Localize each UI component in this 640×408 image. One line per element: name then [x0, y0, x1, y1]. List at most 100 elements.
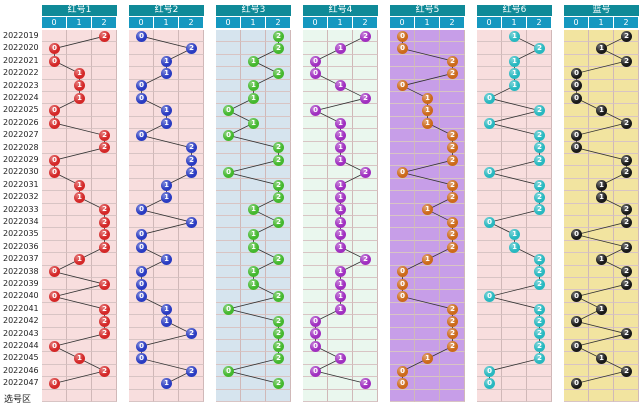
grid-cell	[353, 79, 378, 92]
grid-cell	[67, 116, 92, 130]
digit-header: 2	[440, 17, 465, 28]
grid-cell	[589, 30, 614, 43]
grid-cell	[328, 104, 353, 117]
grid-cell	[353, 104, 378, 117]
grid-cell	[353, 278, 378, 291]
grid-cell	[303, 228, 328, 241]
issue-label: 2022029	[3, 155, 39, 164]
number-ball: 1	[596, 105, 607, 117]
grid-cell	[589, 154, 614, 167]
number-ball: 0	[397, 266, 408, 278]
grid-cell	[353, 154, 378, 167]
issue-label: 2022041	[3, 303, 39, 313]
issue-label: 2022027	[3, 130, 39, 140]
grid-cell	[154, 92, 179, 105]
grid-cell	[67, 240, 92, 254]
issue-label: 2022035	[3, 229, 39, 239]
grid-cell	[477, 315, 502, 328]
grid-cell	[564, 178, 589, 192]
grid-cell	[415, 340, 440, 353]
number-ball: 0	[223, 365, 234, 377]
grid-cell	[353, 228, 378, 241]
grid-cell	[502, 364, 527, 378]
grid-cell	[390, 141, 415, 154]
grid-cell	[353, 178, 378, 192]
number-ball: 2	[360, 92, 371, 104]
group-title: 篮号	[564, 5, 639, 16]
grid-cell	[266, 364, 291, 378]
number-ball: 0	[397, 167, 408, 179]
grid-cell	[67, 104, 92, 117]
grid-cell	[241, 290, 266, 303]
number-ball: 1	[509, 241, 520, 253]
number-ball: 2	[273, 67, 284, 79]
number-ball: 2	[99, 315, 110, 327]
grid-cell	[154, 240, 179, 254]
number-ball: 1	[248, 117, 259, 129]
number-ball: 2	[273, 179, 284, 191]
number-ball: 2	[99, 365, 110, 377]
grid-cell	[179, 340, 204, 353]
grid-cell	[415, 129, 440, 142]
grid-cell	[241, 389, 266, 402]
grid-cell	[527, 92, 552, 105]
number-ball: 0	[310, 67, 321, 79]
grid-cell	[502, 92, 527, 105]
grid-cell	[564, 216, 589, 229]
grid-cell	[564, 278, 589, 291]
grid-cell	[216, 203, 241, 216]
grid-cell	[440, 116, 465, 130]
grid-cell	[179, 240, 204, 254]
grid-cell	[266, 104, 291, 117]
grid-cell	[502, 178, 527, 192]
number-ball: 0	[397, 43, 408, 55]
grid-cell	[415, 278, 440, 291]
number-ball: 1	[74, 191, 85, 203]
number-ball: 2	[99, 328, 110, 340]
number-ball: 0	[310, 315, 321, 327]
group-title: 红号1	[42, 5, 117, 16]
grid-cell	[216, 265, 241, 278]
grid-cell	[353, 290, 378, 303]
number-ball: 2	[186, 43, 197, 55]
grid-cell	[154, 352, 179, 365]
number-ball: 2	[447, 328, 458, 340]
issue-label: 2022030	[3, 167, 39, 177]
grid-cell	[477, 67, 502, 80]
number-ball: 1	[596, 43, 607, 55]
grid-cell	[179, 30, 204, 43]
number-ball: 0	[397, 30, 408, 42]
grid-cell	[564, 389, 589, 402]
grid-cell	[527, 166, 552, 179]
number-ball: 2	[360, 167, 371, 179]
number-ball: 1	[335, 278, 346, 290]
grid-cell	[216, 141, 241, 154]
grid-cell	[589, 203, 614, 216]
number-ball: 2	[621, 365, 632, 377]
number-ball: 2	[99, 142, 110, 154]
grid-cell	[129, 42, 154, 55]
grid-cell	[42, 67, 67, 80]
grid-cell	[589, 315, 614, 328]
number-ball: 2	[534, 142, 545, 154]
issue-label: 2022047	[3, 378, 39, 388]
number-ball: 2	[186, 328, 197, 340]
grid-cell	[589, 54, 614, 68]
issue-label: 2022028	[3, 142, 39, 152]
number-ball: 1	[161, 253, 172, 265]
number-ball: 1	[596, 253, 607, 265]
grid-cell	[179, 116, 204, 130]
number-ball: 1	[161, 315, 172, 327]
grid-cell	[154, 265, 179, 278]
grid-cell	[42, 30, 67, 43]
number-ball: 1	[74, 179, 85, 191]
issue-label: 2022031	[3, 179, 39, 189]
grid-cell	[589, 290, 614, 303]
number-ball: 2	[534, 353, 545, 365]
grid-cell	[129, 377, 154, 390]
grid-cell	[129, 104, 154, 117]
grid-cell	[527, 216, 552, 229]
grid-cell	[614, 302, 639, 316]
grid-cell	[614, 92, 639, 105]
number-ball: 2	[621, 328, 632, 340]
